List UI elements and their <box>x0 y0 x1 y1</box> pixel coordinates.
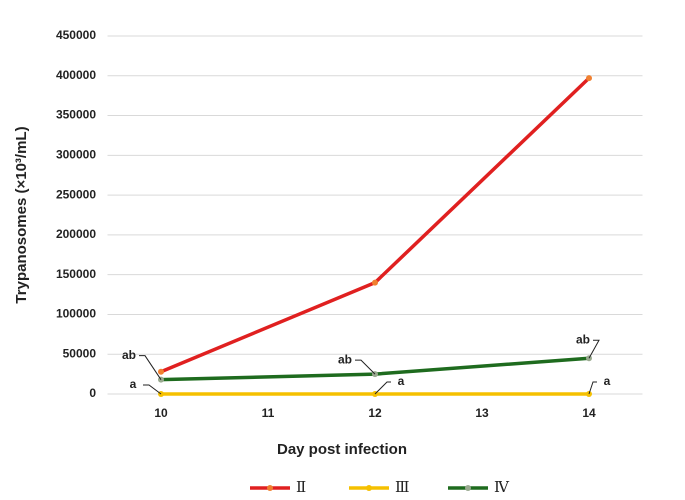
point-marker <box>586 75 592 82</box>
annotation: ab <box>576 332 590 346</box>
annotation-leader <box>143 384 162 395</box>
point-marker <box>158 368 164 375</box>
legend-marker <box>267 485 273 491</box>
annotation-leader <box>374 381 391 395</box>
series-line <box>160 76 591 374</box>
legend-marker <box>465 485 471 491</box>
annotation-leader <box>139 355 162 380</box>
annotation: a <box>604 374 611 388</box>
annotation-leader <box>355 359 376 375</box>
legend-marker <box>366 485 372 491</box>
legend-label: Ⅱ <box>296 478 306 496</box>
y-tick-label: 200000 <box>56 227 96 241</box>
y-tick-label: 0 <box>89 386 96 400</box>
y-tick-label: 100000 <box>56 307 96 321</box>
x-tick-label: 14 <box>582 406 596 420</box>
x-tick-label: 11 <box>262 406 275 420</box>
annotation-leader <box>588 339 600 359</box>
y-tick-label: 300000 <box>56 148 96 162</box>
x-tick-label: 13 <box>475 406 489 420</box>
y-tick-label: 250000 <box>56 187 96 201</box>
x-axis-title: Day post infection <box>277 441 407 458</box>
point-marker <box>372 279 378 286</box>
annotation: ab <box>122 348 136 362</box>
legend-label: Ⅳ <box>494 478 510 496</box>
x-tick-label: 12 <box>368 406 382 420</box>
annotation-leader <box>588 381 597 395</box>
y-axis-title: Trypanosomes (×10³/mL) <box>13 126 30 303</box>
annotation: a <box>130 377 137 391</box>
y-tick-label: 450000 <box>56 28 96 42</box>
annotation: ab <box>338 352 352 366</box>
x-tick-label: 10 <box>154 406 168 420</box>
annotation: a <box>398 374 405 388</box>
y-tick-label: 350000 <box>56 108 96 122</box>
y-tick-label: 150000 <box>56 267 96 281</box>
y-tick-label: 50000 <box>63 346 97 360</box>
legend-label: Ⅲ <box>395 478 409 496</box>
y-tick-label: 400000 <box>56 68 96 82</box>
